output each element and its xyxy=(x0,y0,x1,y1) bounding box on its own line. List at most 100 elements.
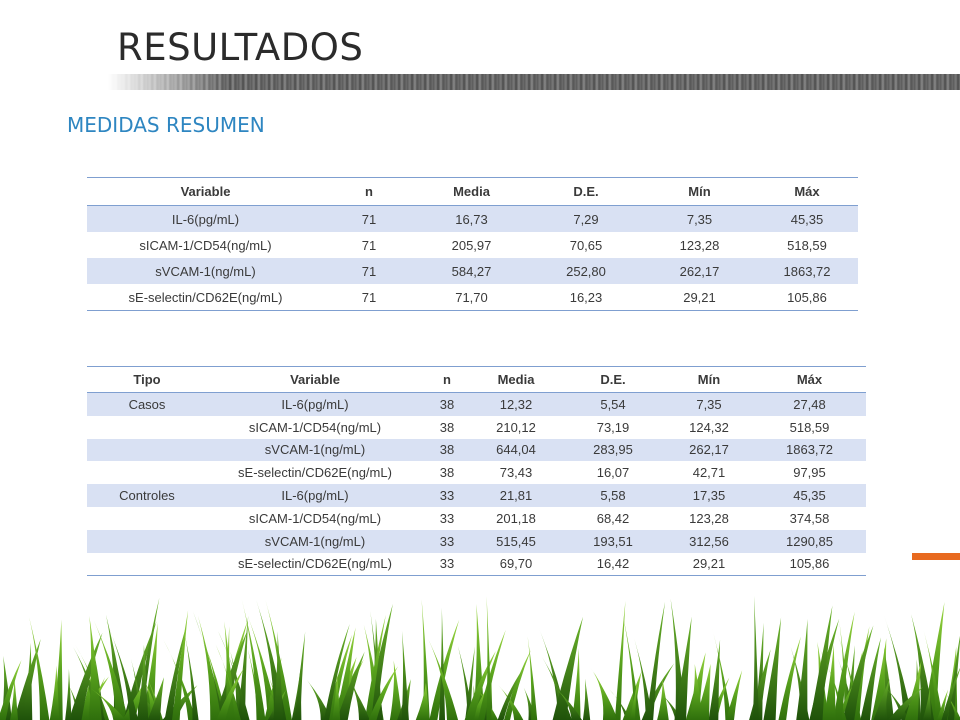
table-cell: 17,35 xyxy=(665,484,753,507)
table-cell: 193,51 xyxy=(561,529,665,553)
grass-blade xyxy=(527,636,538,720)
table-cell: 312,56 xyxy=(665,529,753,553)
table-header-row: Tipo Variable n Media D.E. Mín Máx xyxy=(87,366,866,393)
grass-blade xyxy=(241,598,266,720)
grass-blade xyxy=(582,678,591,720)
table-cell: sE-selectin/CD62E(ng/mL) xyxy=(207,552,423,577)
grass-blade xyxy=(810,605,833,720)
grass-blade xyxy=(105,614,127,720)
table-cell: 252,80 xyxy=(529,258,643,284)
grass-blade xyxy=(401,630,409,720)
grass-blade xyxy=(335,627,356,720)
grass-blade xyxy=(609,689,631,720)
table-cell: 5,58 xyxy=(561,484,665,507)
table-cell: 105,86 xyxy=(753,552,866,577)
table-cell: sICAM-1/CD54(ng/mL) xyxy=(248,510,382,526)
table-cell: 71 xyxy=(361,237,377,253)
grass-blade xyxy=(368,666,398,720)
grass-blade xyxy=(324,623,350,720)
table-cell: 210,12 xyxy=(496,419,536,435)
grass-blade xyxy=(888,686,923,720)
grass-blade xyxy=(29,617,50,720)
grass-blade xyxy=(348,675,368,720)
table-row: sVCAM-1(ng/mL) 71 584,27 252,80 262,17 1… xyxy=(87,258,858,284)
table-cell: 584,27 xyxy=(414,258,529,284)
table-cell: sICAM-1/CD54(ng/mL) xyxy=(139,237,272,253)
grass-blade xyxy=(711,627,732,720)
column-header: Mín xyxy=(643,177,756,206)
grass-blade xyxy=(421,599,430,720)
table-row: sE-selectin/CD62E(ng/mL) 71 71,70 16,23 … xyxy=(87,284,858,311)
table-row: Controles IL-6(pg/mL) 33 21,81 5,58 17,3… xyxy=(87,484,866,507)
table-cell: 1863,72 xyxy=(756,258,858,284)
column-header: Máx xyxy=(756,177,858,206)
grass-blade xyxy=(53,619,63,720)
grass-blade xyxy=(911,614,935,720)
grass-blade xyxy=(657,678,669,720)
grass-blade xyxy=(498,685,524,720)
table-cell: 123,28 xyxy=(679,237,720,253)
table-cell: 283,95 xyxy=(561,438,665,462)
grass-blade xyxy=(105,618,139,720)
table-cell: 21,81 xyxy=(471,484,561,507)
grass-blade xyxy=(941,667,960,720)
grass-blade xyxy=(415,682,430,720)
table-cell: 97,95 xyxy=(793,465,826,481)
grass-blade xyxy=(904,661,922,720)
table-cell: IL-6(pg/mL) xyxy=(207,484,423,507)
table-cell: sICAM-1/CD54(ng/mL) xyxy=(248,419,382,435)
grass-blade xyxy=(923,630,943,720)
table-cell: 71 xyxy=(324,258,414,284)
table-cell: 124,32 xyxy=(689,419,729,435)
table-row: sICAM-1/CD54(ng/mL) 38 210,12 73,19 124,… xyxy=(87,416,866,439)
table-cell: sVCAM-1(ng/mL) xyxy=(207,529,423,553)
grass-blade xyxy=(725,670,743,720)
table-cell: 5,54 xyxy=(561,392,665,416)
table-cell: sVCAM-1(ng/mL) xyxy=(87,258,324,284)
grass-blade xyxy=(90,688,126,720)
grass-blade xyxy=(94,651,105,720)
grass-blade xyxy=(0,660,22,720)
table-cell: 1863,72 xyxy=(753,438,866,462)
table-row: sE-selectin/CD62E(ng/mL) 38 73,43 16,07 … xyxy=(87,461,866,484)
grass-blade xyxy=(364,614,386,720)
grass-blade xyxy=(689,664,704,720)
grass-blade xyxy=(429,619,460,720)
table-cell: 374,58 xyxy=(789,510,830,526)
accent-bar xyxy=(912,553,960,560)
summary-table: Variable n Media D.E. Mín Máx IL-6(pg/mL… xyxy=(87,177,858,311)
table-cell: 518,59 xyxy=(787,237,827,253)
grass-blade xyxy=(336,651,365,720)
grass-blade xyxy=(796,619,808,720)
table-row: sVCAM-1(ng/mL) 38 644,04 283,95 262,17 1… xyxy=(87,438,866,462)
table-cell: Casos xyxy=(87,392,207,416)
grass-blade xyxy=(65,668,72,720)
grass-blade xyxy=(13,638,41,720)
grass-blade xyxy=(883,613,913,720)
table-cell: 105,86 xyxy=(756,284,858,311)
grass-blade xyxy=(593,672,617,720)
table-cell: 262,17 xyxy=(643,258,756,284)
grass-blade xyxy=(389,660,403,720)
table-cell: 29,21 xyxy=(665,552,753,577)
grass-blade xyxy=(428,639,459,720)
table-cell: 71 xyxy=(324,284,414,311)
column-header: Mín xyxy=(665,366,753,393)
grass-blade xyxy=(622,671,642,720)
grass-blade xyxy=(147,677,164,720)
grass-blade xyxy=(326,634,353,720)
table-cell: 42,71 xyxy=(692,465,726,481)
table-cell: 33 xyxy=(439,510,455,526)
grass-blade xyxy=(572,648,581,720)
table-cell: 38 xyxy=(423,392,471,416)
grass-blade xyxy=(752,595,759,720)
column-header: Variable xyxy=(207,366,423,393)
table-cell: sVCAM-1(ng/mL) xyxy=(207,438,423,462)
grass-blade xyxy=(860,637,881,720)
table-row: sVCAM-1(ng/mL) 33 515,45 193,51 312,56 1… xyxy=(87,529,866,553)
grass-blade xyxy=(634,638,653,720)
column-header: n xyxy=(423,366,471,393)
grass-blade xyxy=(332,671,341,720)
grass-blade xyxy=(93,620,129,720)
grass-blade xyxy=(172,610,189,720)
